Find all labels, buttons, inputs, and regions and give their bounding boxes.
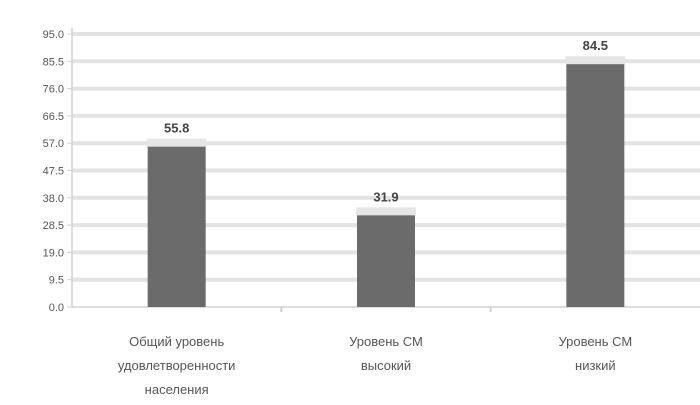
bar-cap xyxy=(565,56,626,65)
y-tick-label: 0.0 xyxy=(49,302,64,314)
bars xyxy=(146,56,626,308)
y-tick-label: 76.0 xyxy=(43,84,64,96)
bar-cap xyxy=(356,207,416,216)
data-label: 31.9 xyxy=(373,189,398,204)
y-tick-label: 85.5 xyxy=(43,56,64,68)
y-tick-label: 19.0 xyxy=(43,247,64,259)
x-tick-label: населения xyxy=(145,382,209,397)
y-tick-label: 47.5 xyxy=(43,166,64,178)
x-tick-label: Уровень СМ xyxy=(349,334,423,349)
bar-cap xyxy=(146,138,207,147)
y-tick-label: 66.5 xyxy=(43,111,64,123)
x-tick-label: удовлетворенности xyxy=(118,358,236,373)
x-tick-label: Общий уровень xyxy=(129,334,224,349)
y-tick-label: 9.5 xyxy=(49,275,64,287)
y-tick-label: 38.0 xyxy=(43,193,64,205)
y-tick-label: 95.0 xyxy=(43,29,64,41)
x-tick-label: низкий xyxy=(575,358,616,373)
y-tick-label: 57.0 xyxy=(43,138,64,150)
bar xyxy=(357,215,415,307)
x-tick-label: Уровень СМ xyxy=(558,334,632,349)
bar xyxy=(147,146,206,307)
y-tick-label: 28.5 xyxy=(43,220,64,232)
data-label: 84.5 xyxy=(583,38,608,53)
bar xyxy=(566,64,625,308)
labels: 0.0 9.5 19.0 28.5 38.0 47.5 57.0 66.5 76.0 85.5 95… xyxy=(43,29,633,397)
data-label: 55.8 xyxy=(164,121,189,136)
x-tick-label: высокий xyxy=(361,358,411,373)
